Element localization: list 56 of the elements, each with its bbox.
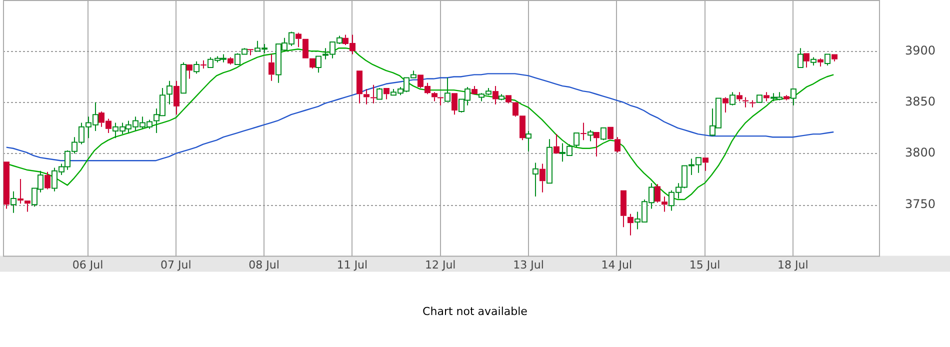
x-tick-label: 06 Jul	[72, 258, 104, 272]
candlestick	[628, 213, 634, 236]
candlestick	[750, 100, 756, 108]
candlestick	[506, 95, 512, 104]
x-tick-label: 12 Jul	[424, 258, 456, 272]
candlestick	[24, 200, 30, 212]
candlestick	[384, 88, 390, 100]
candlestick	[540, 163, 546, 193]
candlestick	[520, 116, 526, 141]
text: Chart not available	[422, 305, 528, 318]
candlestick	[804, 53, 810, 68]
y-tick-label: 3750	[905, 196, 936, 211]
candlestick	[296, 32, 302, 48]
candlestick	[44, 171, 50, 190]
candlestick	[186, 64, 192, 80]
candlestick	[736, 92, 742, 102]
x-tick-label: 13 Jul	[513, 258, 544, 272]
x-tick-label: 07 Jul	[160, 258, 192, 272]
candlestick	[4, 162, 10, 210]
candlestick	[310, 58, 316, 70]
x-tick-label: 18 Jul	[778, 258, 808, 272]
x-tick-label: 15 Jul	[689, 258, 720, 272]
candlestick	[18, 178, 24, 204]
candlestick	[702, 158, 708, 172]
candlestick	[654, 184, 660, 204]
candlestick	[662, 196, 668, 212]
candlestick	[452, 93, 458, 116]
candlestick	[370, 84, 376, 104]
candlestick	[492, 85, 498, 105]
candlestick	[722, 96, 728, 114]
candlestick	[832, 54, 838, 62]
candlestick	[174, 80, 180, 116]
candlestick	[594, 132, 600, 158]
candlestick	[512, 102, 518, 118]
y-tick-label: 3850	[905, 94, 936, 108]
y-tick-label: 3900	[905, 43, 936, 58]
candlestick	[614, 136, 620, 153]
x-tick-label: 11 Jul	[336, 258, 368, 272]
candlestick	[784, 94, 790, 101]
candlestick	[554, 134, 560, 154]
candlestick	[364, 88, 370, 105]
candlestick	[742, 96, 748, 108]
candlestick	[200, 60, 206, 70]
candlestick	[228, 56, 234, 65]
candlestick	[764, 92, 770, 102]
candlestick	[356, 70, 362, 104]
candlestick	[432, 92, 438, 102]
candlestick	[472, 85, 478, 94]
candlestick	[438, 97, 444, 106]
y-tick-label: 3800	[905, 146, 936, 160]
candlestick	[818, 58, 824, 68]
x-tick-label: 08 Jul	[248, 258, 280, 272]
x-tick-label: 14 Jul	[601, 258, 632, 272]
candlestick	[248, 49, 254, 56]
candlestick	[268, 54, 274, 82]
candlestick	[580, 122, 586, 141]
